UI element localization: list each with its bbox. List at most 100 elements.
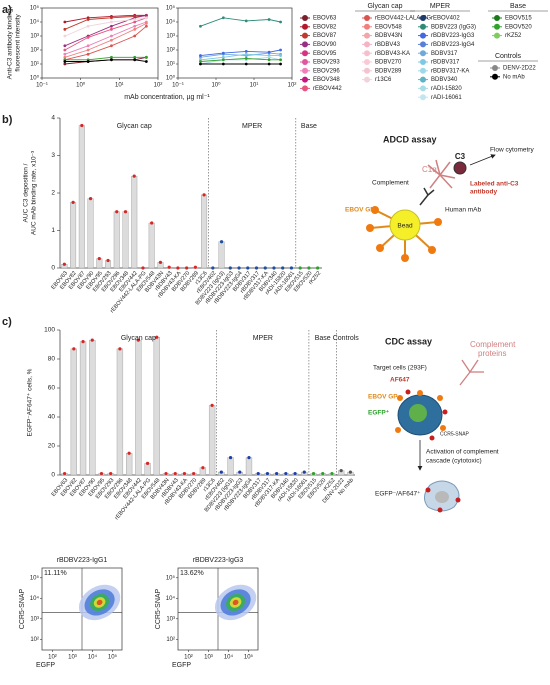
data-point	[115, 210, 119, 214]
diagram-label: Complement	[372, 180, 409, 187]
bar	[201, 194, 208, 269]
y-tick-label: 10⁴	[30, 595, 40, 602]
data-point	[86, 52, 90, 56]
af647-dots	[405, 389, 448, 441]
diagram-label: proteins	[478, 349, 506, 358]
legend-swatch	[364, 50, 370, 57]
bar	[125, 453, 133, 476]
x-tick-label: 10¹	[115, 83, 124, 89]
data-point	[63, 55, 67, 59]
data-point	[144, 60, 148, 63]
y-tick-label: 20	[48, 443, 56, 450]
data-point	[63, 471, 67, 476]
legend-swatch	[420, 15, 426, 21]
y-tick-label: 10¹	[30, 62, 39, 68]
complement	[459, 359, 484, 386]
diagram-label: Target cells (293F)	[373, 365, 427, 372]
y-tick-label: 10³	[30, 34, 39, 40]
y-tick-label: 100	[44, 327, 55, 334]
y-axis-label: EGFP⁻AF647⁺ cells, %	[27, 368, 34, 436]
group-label: Glycan cap	[117, 123, 152, 130]
legend-label: EBOV95	[313, 51, 337, 57]
legend-title: MPER	[430, 3, 450, 10]
legend-label: EBOV293	[313, 60, 340, 66]
data-point	[173, 471, 177, 476]
plot-title: rBDBV223-IgG1	[57, 557, 108, 564]
data-point	[289, 266, 294, 270]
y-tick-label: 0	[51, 472, 55, 479]
x-tick-label: 10⁰	[76, 82, 86, 89]
cdc-diagram: CDC assay Complement proteins Target cel…	[368, 336, 516, 513]
y-tick-label: 10³	[166, 34, 175, 40]
bar	[78, 125, 85, 269]
legend-label: EBOV82	[313, 24, 337, 30]
data-point	[110, 20, 113, 24]
density	[96, 599, 103, 606]
bar	[153, 337, 160, 476]
y-tick-label: 0	[51, 265, 55, 272]
y-tick-label: 40	[48, 414, 56, 421]
legend-label: BDBV223 (IgG3)	[431, 24, 476, 30]
data-point	[221, 55, 225, 59]
data-point	[88, 197, 93, 201]
x-axis-label: mAb concentration, µg ml⁻¹	[124, 94, 210, 101]
legend-label: rBDBV43	[375, 42, 401, 48]
legend-label: EBOV296	[313, 68, 340, 74]
data-point	[63, 44, 67, 48]
y-tick-label: 10⁵	[30, 5, 40, 12]
y-tick-label: 60	[48, 385, 56, 392]
data-point	[133, 58, 137, 62]
data-point	[133, 55, 137, 59]
data-point	[110, 55, 113, 59]
legend-label: EBOV515	[505, 16, 532, 22]
data-point	[284, 471, 288, 476]
legend-swatch	[492, 73, 498, 80]
x-tick-label: 10⁻¹	[36, 83, 48, 89]
data-point	[110, 38, 113, 42]
data-point	[281, 266, 285, 270]
legend-label: EBOV63	[313, 16, 337, 22]
legend-swatch	[364, 59, 370, 65]
legend-label: BDBV270	[375, 60, 402, 66]
y-axis-label: fluorescent intensity	[15, 14, 22, 72]
legend-swatch	[302, 67, 308, 74]
arrow	[469, 154, 496, 166]
data-point	[63, 62, 67, 66]
x-tick-label: 10²	[184, 655, 193, 661]
data-point	[123, 210, 128, 214]
data-point	[279, 48, 282, 52]
diagram-label: Activation of complement	[426, 449, 499, 456]
y-tick-label: 10⁰	[30, 75, 40, 82]
diagram-label: Flow cytometry	[490, 147, 534, 154]
data-point	[145, 461, 150, 465]
data-point	[210, 403, 214, 407]
legend-label: EBOV348	[313, 77, 340, 83]
x-tick-label: 10⁵	[244, 654, 254, 661]
legend-label: rBDBV223-IgG3	[431, 33, 475, 39]
group-label: MPER	[242, 123, 262, 130]
y-tick-label: 10²	[30, 48, 39, 54]
data-point	[133, 34, 137, 38]
data-point	[211, 266, 215, 270]
data-point	[118, 347, 122, 351]
x-tick-label: 10⁵	[108, 654, 118, 661]
x-tick-label: 10²	[48, 655, 57, 661]
legend-label: rEBOV402	[431, 16, 460, 22]
data-point	[133, 24, 137, 28]
data-point	[199, 60, 202, 63]
bar	[70, 348, 77, 476]
plot-title: rBDBV223-IgG3	[193, 557, 244, 564]
diagram-label: EGFP⁻/AF647⁺	[375, 491, 421, 498]
legend-swatch	[364, 15, 370, 21]
bar	[227, 457, 234, 476]
c3	[453, 161, 467, 175]
legend-swatch	[420, 23, 426, 30]
bar	[70, 202, 77, 269]
data-point	[348, 470, 352, 474]
data-point	[80, 123, 84, 128]
legend-label: rADI-15820	[431, 86, 462, 92]
data-point	[321, 471, 325, 476]
legend-label: rEBOV442-LALA-PG	[375, 16, 431, 22]
data-point	[63, 60, 67, 63]
